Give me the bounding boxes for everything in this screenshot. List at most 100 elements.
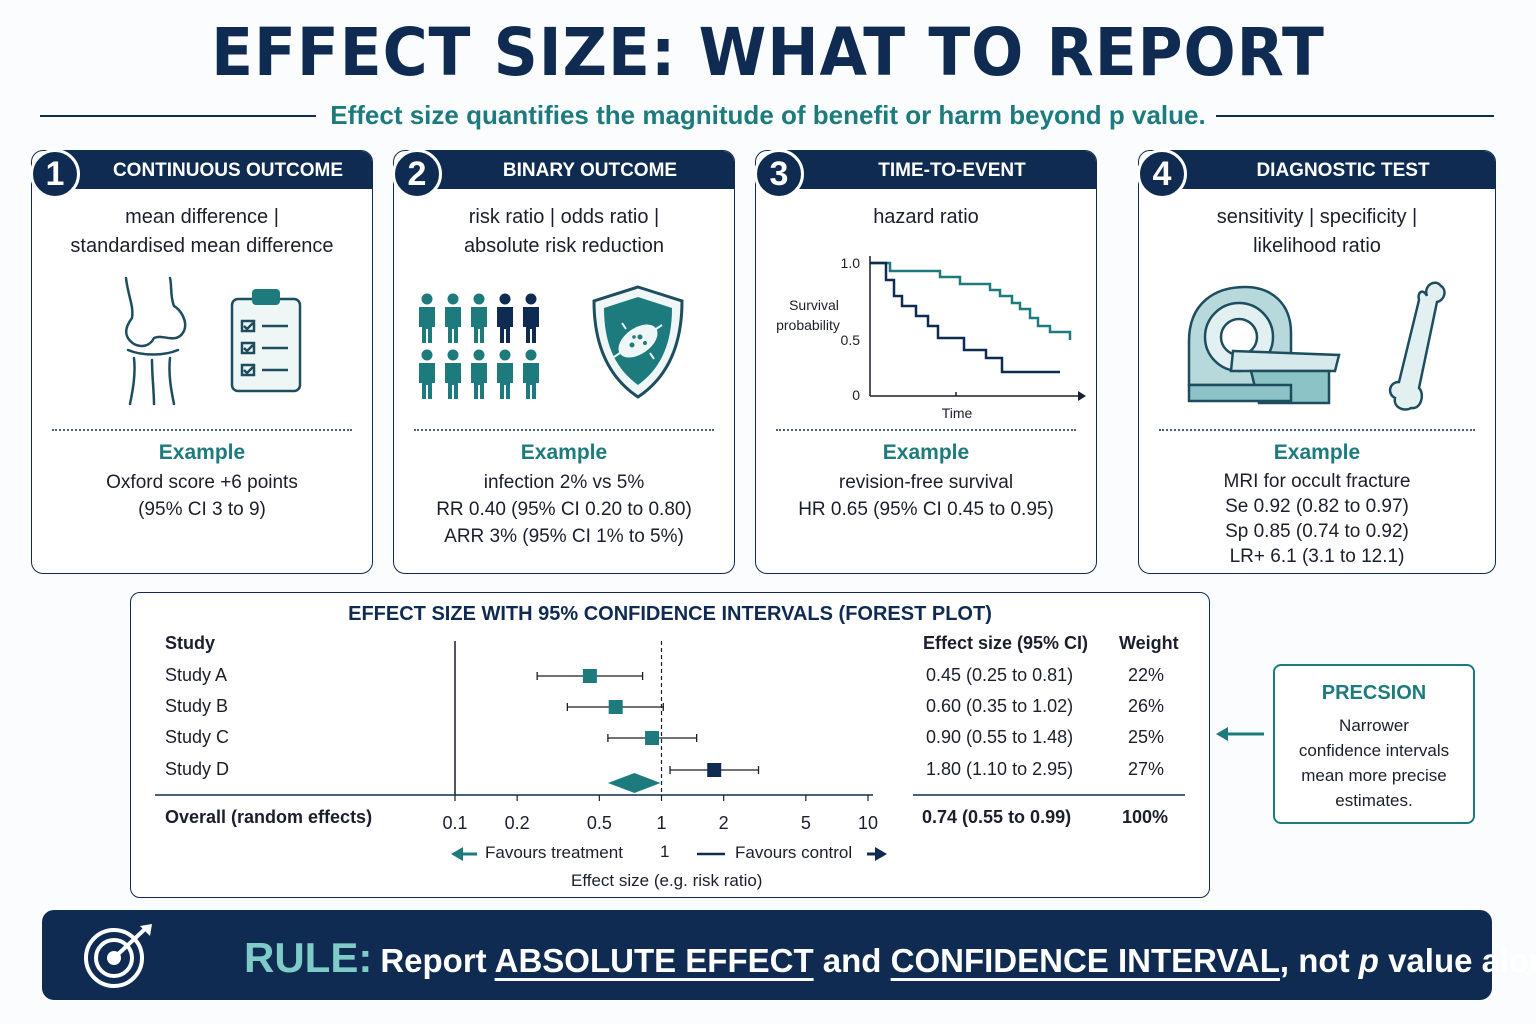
measures-line: absolute risk reduction bbox=[463, 235, 665, 257]
example-text: revision-free survival HR 0.65 (95% CI 0… bbox=[756, 469, 1096, 523]
weight-value: 26% bbox=[1128, 696, 1165, 716]
column-header-study: Study bbox=[165, 633, 216, 653]
rule-text-part: Report bbox=[380, 942, 495, 979]
precision-line: Narrower bbox=[1339, 716, 1409, 735]
favours-mid-label: 1 bbox=[660, 842, 670, 861]
point-estimate bbox=[608, 700, 623, 714]
example-line: Sp 0.85 (0.74 to 0.92) bbox=[1225, 521, 1409, 542]
card-title: BINARY OUTCOME bbox=[416, 151, 734, 189]
example-line: RR 0.40 (95% CI 0.20 to 0.80) bbox=[436, 499, 692, 520]
example-text: infection 2% vs 5% RR 0.40 (95% CI 0.20 … bbox=[394, 469, 734, 550]
weight-value: 22% bbox=[1128, 665, 1165, 685]
example-line: Oxford score +6 points bbox=[106, 472, 298, 493]
point-estimate bbox=[582, 669, 597, 683]
study-name: Study A bbox=[165, 665, 228, 685]
y-axis-label: Survival bbox=[789, 297, 839, 313]
y-tick-label: 0 bbox=[852, 387, 860, 403]
knee-joint-icon bbox=[124, 276, 187, 406]
example-label: Example bbox=[882, 441, 970, 464]
mri-scanner-icon bbox=[1187, 285, 1341, 405]
point-estimate bbox=[645, 731, 660, 745]
column-header-weight: Weight bbox=[1119, 633, 1179, 653]
rule-text-part: and bbox=[813, 942, 891, 979]
effect-value: 0.45 (0.25 to 0.81) bbox=[926, 665, 1074, 685]
card-number: 3 bbox=[754, 149, 804, 199]
card-title: DIAGNOSTIC TEST bbox=[1161, 151, 1495, 189]
effect-value: 0.60 (0.35 to 1.02) bbox=[926, 696, 1074, 716]
precision-title: PRECSION bbox=[1321, 682, 1427, 704]
x-tick-label: 2 bbox=[719, 813, 729, 833]
example-label: Example bbox=[520, 441, 608, 464]
favours-control-label: Favours control bbox=[735, 843, 853, 862]
card-divider bbox=[776, 429, 1076, 431]
x-tick-label: 0.1 bbox=[442, 813, 467, 833]
weight-value: 27% bbox=[1128, 759, 1165, 779]
card-divider bbox=[414, 429, 714, 431]
x-tick-label: 0.2 bbox=[505, 813, 530, 833]
study-name: Study D bbox=[165, 759, 230, 779]
subtitle-rule-left bbox=[40, 115, 316, 117]
measures-line: mean difference | bbox=[125, 206, 279, 228]
people-group-icon bbox=[419, 293, 539, 399]
rule-p-italic: p bbox=[1358, 942, 1379, 979]
y-tick-label: 1.0 bbox=[841, 255, 861, 271]
precision-line: confidence intervals bbox=[1298, 741, 1450, 760]
overall-diamond bbox=[607, 773, 661, 793]
card-number: 1 bbox=[30, 149, 80, 199]
example-line: ARR 3% (95% CI 1% to 5%) bbox=[444, 526, 684, 547]
example-line: HR 0.65 (95% CI 0.45 to 0.95) bbox=[798, 499, 1054, 520]
card-title: CONTINUOUS OUTCOME bbox=[54, 151, 372, 189]
card-diagnostic-test: DIAGNOSTIC TEST 4 sensitivity | specific… bbox=[1137, 149, 1496, 574]
measures-line: risk ratio | odds ratio | bbox=[468, 206, 660, 228]
measures-line: standardised mean difference bbox=[70, 235, 334, 257]
page-title: EFFECT SIZE: WHAT TO REPORT bbox=[211, 14, 1325, 91]
card-divider bbox=[52, 429, 352, 431]
effect-value: 0.90 (0.55 to 1.48) bbox=[926, 727, 1074, 747]
subtitle-rule-right bbox=[1216, 115, 1494, 117]
study-name: Study B bbox=[165, 696, 229, 716]
target-icon bbox=[84, 924, 152, 988]
forest-plot: 0.1 0.2 0.5 1 2 5 10 bbox=[155, 641, 1185, 861]
card-measures: mean difference | standardised mean diff… bbox=[42, 203, 362, 261]
survival-curve-control bbox=[870, 261, 1060, 374]
effect-value: 1.80 (1.10 to 2.95) bbox=[926, 759, 1074, 779]
example-text: MRI for occult fracture Se 0.92 (0.82 to… bbox=[1139, 469, 1495, 569]
card-number: 2 bbox=[392, 149, 442, 199]
survival-curve-icon: Survival probability 1.0 0.5 0 Time bbox=[776, 255, 1086, 421]
x-tick-label: 1 bbox=[656, 813, 666, 833]
rule-label: RULE: bbox=[244, 934, 373, 981]
forest-x-axis-label: Effect size (e.g. risk ratio) bbox=[571, 871, 763, 890]
forest-plot-panel: EFFECT SIZE WITH 95% CONFIDENCE INTERVAL… bbox=[130, 592, 1210, 898]
card-time-to-event: TIME-TO-EVENT 3 hazard ratio Survival pr… bbox=[754, 149, 1097, 574]
y-tick-label: 0.5 bbox=[841, 332, 861, 348]
arrow-left-icon bbox=[451, 847, 463, 861]
precision-line: estimates. bbox=[1335, 791, 1413, 810]
rule-emphasis: ABSOLUTE EFFECT bbox=[494, 942, 814, 979]
measures-line: sensitivity | specificity | bbox=[1216, 206, 1418, 228]
rule-banner: RULE: Report ABSOLUTE EFFECT and CONFIDEN… bbox=[42, 910, 1536, 1000]
point-estimate bbox=[707, 763, 722, 777]
x-tick-label: 10 bbox=[858, 813, 878, 833]
rule-text-part: , not bbox=[1279, 942, 1359, 979]
column-header-effect: Effect size (95% CI) bbox=[923, 633, 1089, 653]
arrow-right-icon bbox=[875, 847, 887, 861]
forest-plot-title: EFFECT SIZE WITH 95% CONFIDENCE INTERVAL… bbox=[348, 603, 992, 625]
card-measures: sensitivity | specificity | likelihood r… bbox=[1149, 203, 1485, 261]
x-axis-label: Time bbox=[942, 405, 973, 421]
example-line: revision-free survival bbox=[838, 472, 1014, 493]
overall-name: Overall (random effects) bbox=[165, 807, 373, 827]
card-number: 4 bbox=[1137, 149, 1187, 199]
precision-callout: PRECSION Narrower confidence intervals m… bbox=[1273, 664, 1475, 824]
overall-effect-value: 0.74 (0.55 to 0.99) bbox=[922, 807, 1072, 827]
rule-emphasis: CONFIDENCE INTERVAL bbox=[890, 942, 1280, 979]
example-line: LR+ 6.1 (3.1 to 12.1) bbox=[1229, 546, 1405, 567]
example-text: Oxford score +6 points (95% CI 3 to 9) bbox=[32, 469, 372, 523]
bone-icon bbox=[1388, 281, 1446, 411]
card-measures: risk ratio | odds ratio | absolute risk … bbox=[404, 203, 724, 261]
example-line: (95% CI 3 to 9) bbox=[138, 499, 266, 520]
x-tick-label: 0.5 bbox=[587, 813, 612, 833]
measures-line: likelihood ratio bbox=[1253, 235, 1381, 257]
rule-text-part: value alone. bbox=[1388, 942, 1536, 979]
x-tick-label: 5 bbox=[801, 813, 811, 833]
study-name: Study C bbox=[165, 727, 230, 747]
